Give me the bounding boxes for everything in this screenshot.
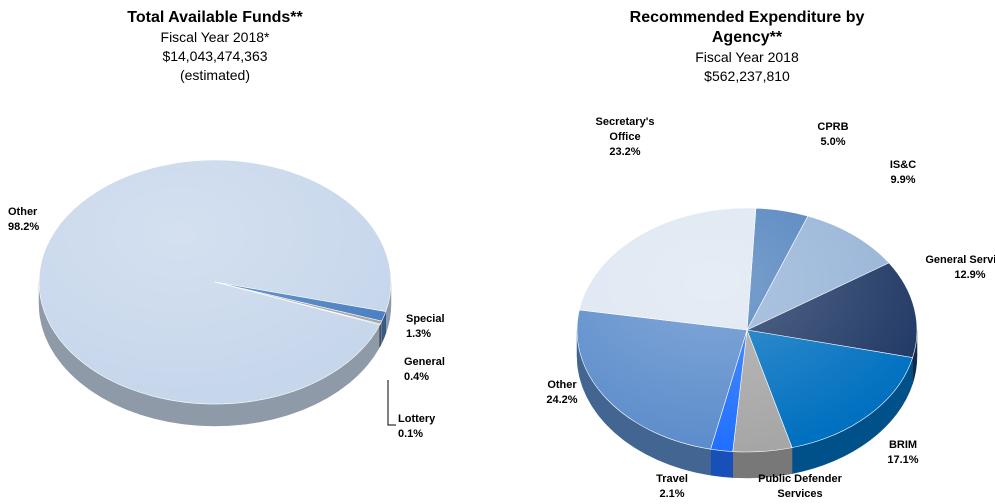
slice-name: Special [406,313,445,325]
slice-value: 0.1% [398,428,424,440]
pie-tops [576,207,918,453]
slice-value: 1.3% [406,328,432,340]
chart-subtitle: (estimated) [179,67,251,83]
slice-label: Other 98.2% [8,205,39,235]
chart-subtitle: Fiscal Year 2018 [695,49,799,65]
slice-name: IS&C [889,159,917,171]
slice-label: Lottery 0.1% [398,412,435,442]
slice-name: Other [547,379,577,391]
slice-value: 2.1% [659,488,685,500]
slice-name: Other [8,206,38,218]
slice-value: 12.9% [954,269,986,281]
pies [38,159,918,479]
chart-title: Recommended Expenditure by Agency** [629,9,865,46]
slice-label: General Services 12.9% [925,253,995,283]
slice [578,207,757,331]
slice-value: 23.2% [609,146,641,158]
chart-subtitle: Fiscal Year 2018* [160,29,270,45]
slice-value: 9.9% [890,174,916,186]
slice-label: General 0.4% [404,355,445,385]
slice-label: Secretary's Office 23.2% [580,115,670,160]
chart-header: Total Available Funds** Fiscal Year 2018*… [65,8,365,85]
chart-title: Total Available Funds** [127,9,303,26]
chart-subtitle: $14,043,474,363 [162,48,268,64]
slice-name: Lottery [398,413,436,425]
leader-line [387,380,396,426]
slice-label: Public Defender Services5.6% [755,472,845,504]
slice-name: Secretary's Office [595,116,655,143]
slice-value: 0.4% [404,371,430,383]
chart-subtitle: $562,237,810 [704,68,790,84]
slice-label: BRIM 17.1% [858,438,948,468]
slice-label: IS&C 9.9% [858,158,948,188]
slice-name: Travel [656,473,688,485]
slice-name: Public Defender Services [758,473,842,500]
slice-name: General Services [925,254,995,266]
slice-name: BRIM [888,439,918,451]
slice-name: CPRB [817,121,849,133]
slice-value: 98.2% [8,221,40,233]
slice-value: 24.2% [546,394,578,406]
slice-label: Other 24.2% [517,378,607,408]
slice-value: 5.0% [820,136,846,148]
slice-label: Travel 2.1% [627,472,717,502]
slice-label: Special 1.3% [406,312,445,342]
pie-tops [38,159,392,405]
slice-name: General [404,356,445,368]
slice-label: CPRB 5.0% [788,120,878,150]
slice-value: 17.1% [887,454,919,466]
chart-header: Recommended Expenditure by Agency** Fisca… [627,8,867,86]
